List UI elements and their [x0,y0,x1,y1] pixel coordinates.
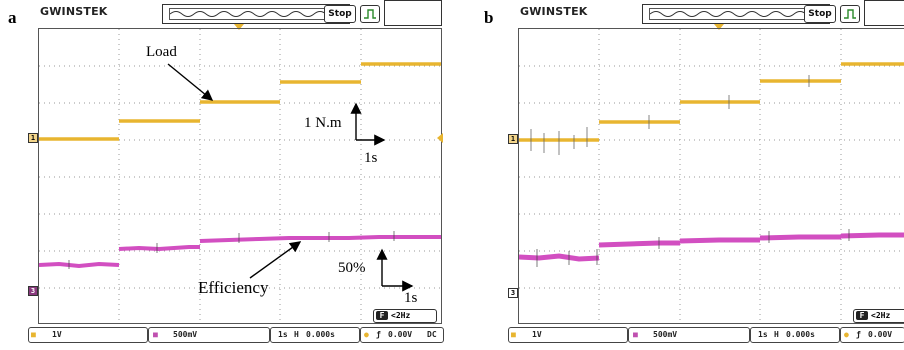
ch1-scale-b: 1V [532,330,542,339]
timebase: 1s [278,330,288,339]
ch3-icon-b: ■ [633,330,638,339]
trigger-level: 0.00V [388,330,413,339]
efficiency-segment-2 [118,245,200,252]
waveform-overview-b[interactable] [642,4,830,24]
trigger-edge-button[interactable] [360,5,380,23]
stop-button[interactable]: Stop [324,5,356,23]
annotation-arrows [167,63,414,292]
efficiency-trace-b [519,232,904,262]
ch3-marker: 3 [28,286,38,296]
ch1-icon-b: ■ [511,330,516,339]
trigger-box[interactable] [360,327,444,343]
stop-button-b[interactable]: Stop [804,5,836,23]
load-trace [39,62,441,141]
trigger-position-marker [234,24,244,30]
timebase-b: 1s [758,330,768,339]
position-icon: H [294,330,299,339]
ch1-scale-box[interactable] [28,327,148,343]
ch3-marker-b: 3 [508,288,518,298]
efficiency-pointer-arrow [249,241,302,279]
ch1-scale: 1V [52,330,62,339]
ch1-marker: 1 [28,133,38,143]
panel-a-letter: a [8,8,17,27]
waveform-display-a: F <2Hz [38,28,442,324]
ch1-right-marker [437,133,443,143]
time-scale-label-top: 1s [364,150,378,166]
filter-label-b: <2Hz [871,311,891,320]
ch3-scale-b: 500mV [653,330,678,339]
scope-header-b: GWINSTEK Stop [508,0,904,30]
efficiency-noise [68,231,395,269]
overview-wave-icon-b [650,11,819,17]
filter-badge: F <2Hz [373,309,437,323]
horizontal-position: 0.000s [306,330,335,339]
efficiency-segment-3-b [679,237,760,244]
load-trace-b [519,62,904,142]
oscilloscope-b: GWINSTEK Stop [508,0,904,350]
filter-icon-b: F [856,311,868,320]
ch1-icon: ■ [31,330,36,339]
ch3-scale-box-b[interactable] [628,327,750,343]
timebase-box[interactable] [270,327,360,343]
panel-b-letter: b [484,8,494,27]
efficiency-segment-4-b [759,234,841,241]
trigger-position-marker-b [714,24,724,30]
overview-wave-icon [170,11,339,17]
trigger-source-icon: ● [364,330,369,339]
timebase-box-b[interactable] [750,327,840,343]
load-noise-b [530,75,810,155]
waveform-display-b: F <2Hz [518,28,904,324]
trigger-slope-icon-b: ƒ [856,330,861,339]
efficiency-segment-5-b [840,232,904,239]
position-icon-b: H [774,330,779,339]
efficiency-label: Efficiency [198,278,269,297]
oscilloscope-a: GWINSTEK Stop [28,0,444,350]
ch3-scale-box[interactable] [148,327,270,343]
load-label: Load [146,44,177,60]
ch1-scale-box-b[interactable] [508,327,628,343]
torque-scale-label: 1 N.m [304,115,342,131]
efficiency-noise-b [536,229,850,267]
filter-badge-b: F <2Hz [853,309,904,323]
scope-header: GWINSTEK Stop [28,0,442,30]
filter-icon: F [376,311,388,320]
scope-grid-b [519,29,904,323]
load-pointer-arrow [167,63,214,101]
efficiency-scale-label: 50% [338,260,366,276]
efficiency-segment-1-b [519,253,600,262]
brand-logo-b: GWINSTEK [520,5,588,18]
efficiency-segment-2-b [598,240,680,248]
brand-logo: GWINSTEK [40,5,108,18]
filter-label: <2Hz [391,311,411,320]
menu-box-b[interactable] [864,0,904,26]
efficiency-segment-1 [39,261,120,269]
time-scale-label-bottom: 1s [404,290,418,306]
trigger-source-icon-b: ● [844,330,849,339]
trigger-box-b[interactable] [840,327,904,343]
ch3-icon: ■ [153,330,158,339]
trigger-slope-icon: ƒ [376,330,381,339]
rising-edge-icon-b [844,9,856,19]
menu-box[interactable] [384,0,442,26]
rising-edge-icon [364,9,376,19]
scope-grid-a [39,29,441,323]
coupling: DC [427,330,437,339]
status-bar-b: ■ 1V ■ 500mV 1s H 0.000s ● ƒ 0.00V [508,326,904,344]
ch1-marker-b: 1 [508,134,518,144]
ch3-scale: 500mV [173,330,198,339]
status-bar-a: ■ 1V ■ 500mV 1s H 0.000s ● ƒ 0.00V DC [28,326,444,344]
overview-window-b [649,8,823,20]
trigger-edge-button-b[interactable] [840,5,860,23]
horizontal-position-b: 0.000s [786,330,815,339]
trigger-level-b: 0.00V [868,330,893,339]
